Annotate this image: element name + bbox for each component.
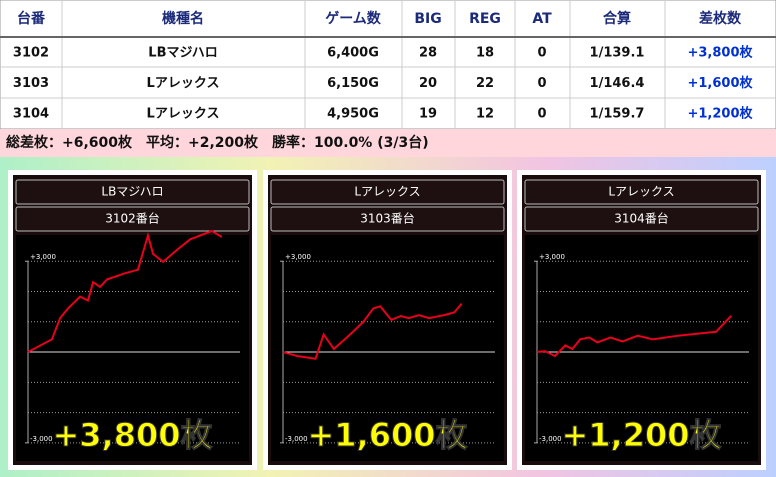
- card-label-box: [15, 206, 250, 232]
- card-subtitle: 3104番台: [614, 211, 669, 226]
- table-bg: [0, 0, 776, 130]
- data-line: [27, 229, 223, 353]
- table-cell: 22: [476, 76, 494, 91]
- table-cell: 19: [419, 107, 437, 122]
- chart-card: Lアレックス 3103番台 +3,000 -3,000 +1,600枚: [263, 170, 512, 470]
- table-cell: 1/139.1: [590, 46, 645, 61]
- table: 台番 機種名 ゲーム数 BIG REG AT 合算 差枚数 3102 LBマジハロ 6,400G 28…: [0, 0, 776, 129]
- table-cell: +1,200枚: [687, 106, 753, 122]
- card-label-box: [270, 179, 505, 205]
- y-tick-label: +3,000: [539, 253, 565, 261]
- table-cell: +3,800枚: [687, 45, 753, 61]
- chart-card: Lアレックス 3104番台 +3,000 -3,000 +1,200枚: [517, 170, 766, 470]
- summary-bg: [0, 129, 776, 157]
- table-cell: 6,400G: [327, 46, 379, 61]
- data-line: [536, 315, 733, 358]
- table-cell: 0: [537, 107, 546, 122]
- y-tick-label: +3,000: [285, 253, 311, 261]
- table-cell: 20: [419, 76, 437, 91]
- table-cell: 1/159.7: [590, 107, 645, 122]
- table-cell: 28: [419, 46, 437, 61]
- summary: 総差枚：+6,600枚 平均：+2,200枚 勝率：100.0% (3/3台): [6, 134, 429, 151]
- table-cell: 0: [537, 46, 546, 61]
- header-cell: REG: [469, 11, 501, 27]
- table-cell: 3104: [13, 107, 49, 122]
- table-cell: 6,150G: [327, 76, 379, 91]
- table-cell: 18: [476, 46, 494, 61]
- card-label-box: [524, 179, 759, 205]
- header-cell: 差枚数: [699, 10, 742, 27]
- table-cell: 3103: [13, 76, 49, 91]
- table-cell: LBマジハロ: [148, 46, 217, 61]
- plot-area: [271, 235, 504, 461]
- table-cell: 0: [537, 76, 546, 91]
- table-cell: 4,950G: [327, 107, 379, 122]
- table-cell: Lアレックス: [147, 107, 220, 122]
- y-tick-label: -3,000: [285, 435, 308, 443]
- card-label-box: [270, 206, 505, 232]
- card-label-box: [15, 179, 250, 205]
- plot-area: [16, 235, 249, 461]
- table-cell: +1,600枚: [687, 75, 753, 91]
- y-tick-label: -3,000: [30, 435, 53, 443]
- table-cell: 1/146.4: [590, 76, 645, 91]
- header-cell: 台番: [17, 10, 46, 27]
- result-label: +3,800枚: [52, 416, 212, 454]
- header-cell: 機種名: [162, 10, 204, 27]
- result-label: +1,200枚: [561, 416, 721, 454]
- card-title: Lアレックス: [354, 185, 420, 199]
- table-cell: 3102: [13, 46, 49, 61]
- card-title: Lアレックス: [608, 185, 674, 199]
- card-subtitle: 3102番台: [105, 211, 160, 226]
- header-cell: BIG: [414, 11, 441, 27]
- table-cell: 12: [476, 107, 494, 122]
- data-line: [282, 302, 463, 360]
- header-cell: 合算: [603, 10, 631, 27]
- card-label-box: [524, 206, 759, 232]
- card-subtitle: 3103番台: [360, 211, 415, 226]
- table-cell: Lアレックス: [147, 76, 220, 91]
- y-tick-label: -3,000: [539, 435, 562, 443]
- card-title: LBマジハロ: [101, 185, 163, 199]
- header-cell: ゲーム数: [325, 10, 382, 27]
- result-label: +1,600枚: [307, 416, 467, 454]
- chart-card: LBマジハロ 3102番台 +3,000 -3,000 +3,800枚: [8, 170, 257, 470]
- header-cell: AT: [532, 11, 552, 27]
- y-tick-label: +3,000: [30, 253, 56, 261]
